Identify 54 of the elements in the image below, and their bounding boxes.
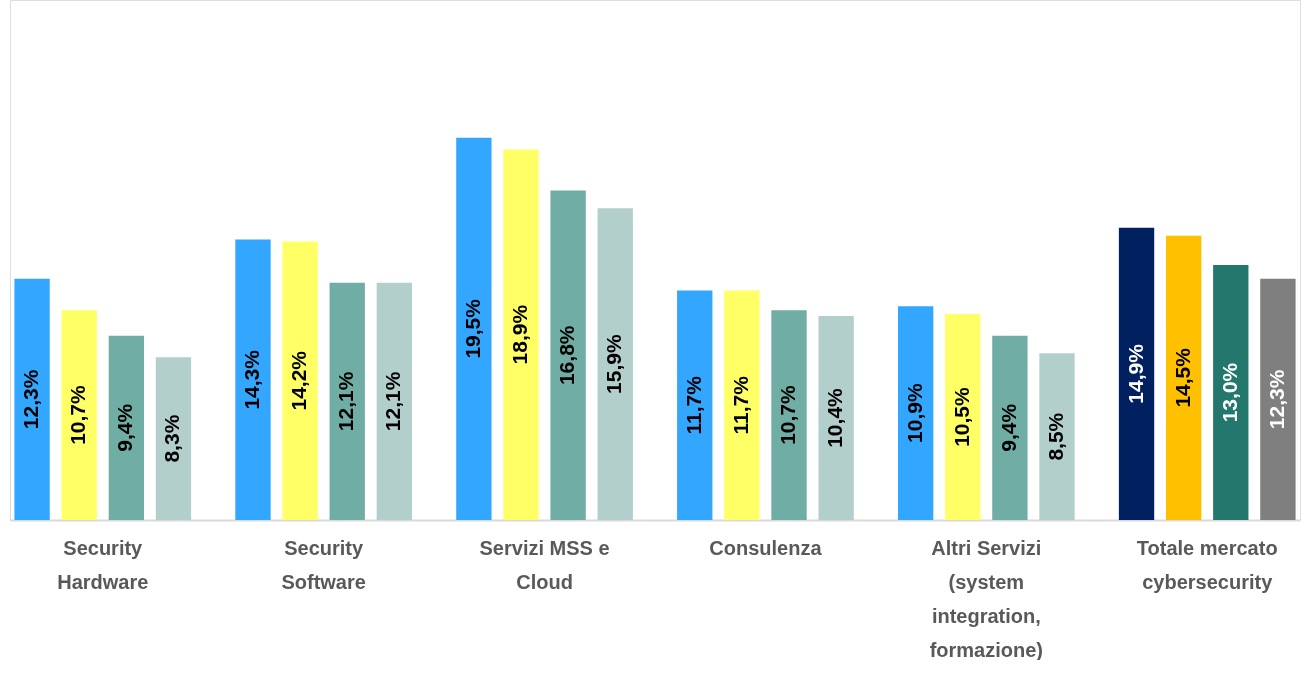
data-label: 12,3% xyxy=(1264,369,1288,430)
data-label: 12,3% xyxy=(19,369,43,430)
bar xyxy=(1165,235,1202,520)
bar xyxy=(897,306,934,520)
data-label: 10,7% xyxy=(66,385,90,445)
bar xyxy=(1213,265,1249,520)
bar xyxy=(329,282,365,520)
bar xyxy=(771,310,807,520)
bar xyxy=(376,282,413,520)
bar xyxy=(550,190,586,520)
data-label: 8,3% xyxy=(160,414,184,463)
x-tick-label: Security Software xyxy=(281,536,366,593)
data-label: 10,5% xyxy=(949,386,973,447)
data-label: 11,7% xyxy=(681,375,705,435)
bar xyxy=(235,239,271,520)
data-label: 14,3% xyxy=(239,349,263,410)
data-label: 9,4% xyxy=(996,403,1020,452)
data-label: 14,5% xyxy=(1170,347,1194,408)
data-label: 15,9% xyxy=(602,334,626,394)
bar xyxy=(456,137,492,520)
x-tick-label: Altri Servizi (system integration, formazione) xyxy=(929,536,1044,661)
bar xyxy=(1118,227,1155,520)
bar xyxy=(818,316,854,520)
bar xyxy=(61,310,97,520)
bar xyxy=(677,290,713,520)
bar xyxy=(108,335,145,520)
x-tick-label: Totale mercato cybersecurity xyxy=(1136,536,1278,593)
x-tick-label: Servizi MSS e Cloud xyxy=(479,536,610,593)
data-label: 11,7% xyxy=(728,375,752,435)
bar xyxy=(282,241,318,520)
data-label: 14,9% xyxy=(1123,343,1147,404)
data-label: 10,7% xyxy=(776,385,800,445)
bar xyxy=(992,335,1028,520)
bar xyxy=(1039,353,1075,520)
bar xyxy=(597,208,633,520)
x-tick-label: Security Hardware xyxy=(57,536,149,593)
data-label: 9,4% xyxy=(113,403,137,452)
bar xyxy=(14,278,50,520)
data-label: 14,2% xyxy=(287,350,311,411)
bar xyxy=(1260,278,1296,520)
data-label: 8,5% xyxy=(1044,412,1068,461)
bar xyxy=(945,314,981,520)
x-tick-label: Consulenza xyxy=(709,536,823,559)
data-label: 13,0% xyxy=(1217,362,1241,423)
data-label: 10,4% xyxy=(823,387,847,448)
bar xyxy=(503,149,539,520)
data-label: 16,8% xyxy=(555,325,579,386)
bar xyxy=(155,357,192,520)
bar xyxy=(724,290,760,520)
data-label: 19,5% xyxy=(460,298,484,359)
data-label: 18,9% xyxy=(507,304,531,365)
data-label: 12,1% xyxy=(381,371,405,432)
data-label: 10,9% xyxy=(902,383,926,443)
data-label: 12,1% xyxy=(334,371,358,432)
